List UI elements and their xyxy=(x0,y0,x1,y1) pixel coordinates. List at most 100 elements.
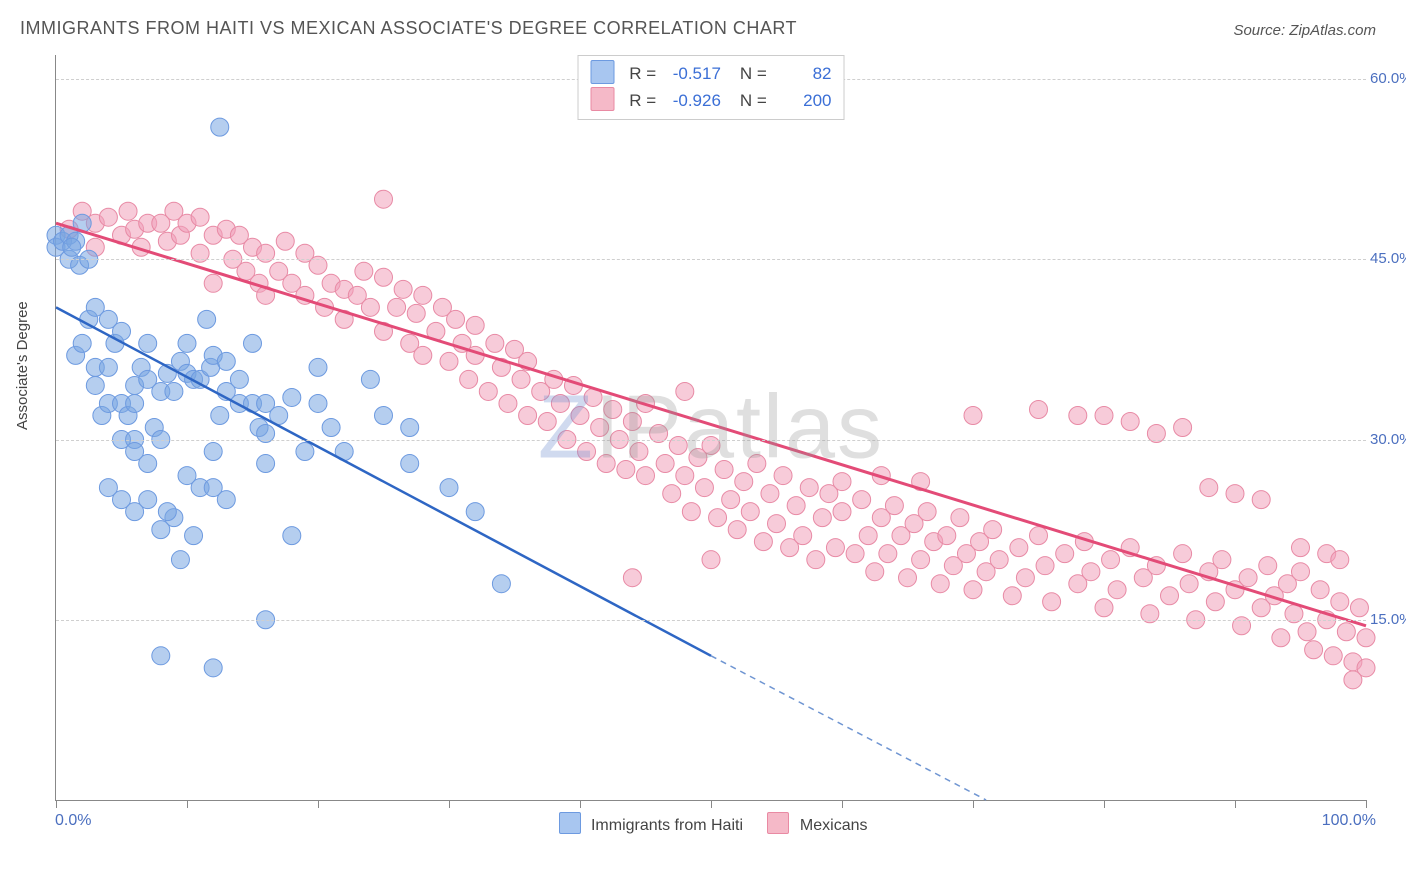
r-label: R = xyxy=(629,64,656,83)
scatter-point xyxy=(165,382,183,400)
n-label: N = xyxy=(740,91,767,110)
scatter-point xyxy=(211,406,229,424)
scatter-point xyxy=(663,485,681,503)
scatter-point xyxy=(1337,623,1355,641)
scatter-point xyxy=(1056,545,1074,563)
scatter-point xyxy=(853,491,871,509)
scatter-point xyxy=(283,388,301,406)
plot-svg xyxy=(56,55,1366,800)
scatter-point xyxy=(375,190,393,208)
scatter-point xyxy=(728,521,746,539)
x-tick xyxy=(449,800,450,808)
scatter-point xyxy=(741,503,759,521)
bottom-swatch-haiti xyxy=(559,812,581,834)
scatter-point xyxy=(709,509,727,527)
scatter-point xyxy=(1311,581,1329,599)
scatter-point xyxy=(623,569,641,587)
scatter-point xyxy=(1292,563,1310,581)
scatter-point xyxy=(414,346,432,364)
scatter-point xyxy=(1030,400,1048,418)
scatter-point xyxy=(204,443,222,461)
scatter-point xyxy=(787,497,805,515)
scatter-point xyxy=(617,461,635,479)
scatter-point xyxy=(1292,539,1310,557)
n-value-haiti: 82 xyxy=(771,62,831,87)
scatter-point xyxy=(139,455,157,473)
scatter-point xyxy=(637,467,655,485)
scatter-point xyxy=(283,527,301,545)
scatter-point xyxy=(1069,406,1087,424)
scatter-point xyxy=(414,286,432,304)
scatter-point xyxy=(990,551,1008,569)
scatter-point xyxy=(885,497,903,515)
x-tick xyxy=(187,800,188,808)
stats-legend: R = -0.517 N = 82 R = -0.926 N = 200 xyxy=(578,55,845,120)
r-value-mexicans: -0.926 xyxy=(661,89,721,114)
legend-swatch-mexicans xyxy=(591,87,615,111)
scatter-point xyxy=(185,527,203,545)
scatter-point xyxy=(1213,551,1231,569)
scatter-point xyxy=(204,659,222,677)
scatter-point xyxy=(846,545,864,563)
scatter-point xyxy=(951,509,969,527)
scatter-point xyxy=(813,509,831,527)
scatter-point xyxy=(1226,485,1244,503)
scatter-point xyxy=(375,406,393,424)
scatter-point xyxy=(1108,581,1126,599)
scatter-point xyxy=(866,563,884,581)
scatter-point xyxy=(912,551,930,569)
scatter-point xyxy=(1036,557,1054,575)
scatter-point xyxy=(152,647,170,665)
scatter-point xyxy=(591,419,609,437)
scatter-point xyxy=(296,443,314,461)
scatter-point xyxy=(86,376,104,394)
x-tick xyxy=(580,800,581,808)
scatter-point xyxy=(859,527,877,545)
scatter-point xyxy=(578,443,596,461)
scatter-point xyxy=(879,545,897,563)
scatter-point xyxy=(754,533,772,551)
scatter-point xyxy=(309,394,327,412)
bottom-legend: Immigrants from Haiti Mexicans xyxy=(0,812,1406,835)
scatter-point xyxy=(800,479,818,497)
scatter-point xyxy=(918,503,936,521)
scatter-point xyxy=(794,527,812,545)
scatter-point xyxy=(198,310,216,328)
scatter-point xyxy=(499,394,517,412)
scatter-point xyxy=(1180,575,1198,593)
scatter-point xyxy=(833,473,851,491)
y-tick-label: 45.0% xyxy=(1370,250,1406,267)
scatter-point xyxy=(1121,412,1139,430)
scatter-point xyxy=(1010,539,1028,557)
scatter-point xyxy=(191,208,209,226)
x-tick xyxy=(56,800,57,808)
scatter-point xyxy=(99,358,117,376)
scatter-point xyxy=(1095,406,1113,424)
x-tick xyxy=(1104,800,1105,808)
scatter-point xyxy=(748,455,766,473)
gridline xyxy=(56,440,1366,441)
scatter-point xyxy=(375,268,393,286)
scatter-point xyxy=(139,334,157,352)
scatter-point xyxy=(139,491,157,509)
scatter-point xyxy=(309,358,327,376)
scatter-point xyxy=(1174,545,1192,563)
series-label-mexicans: Mexicans xyxy=(800,817,868,834)
scatter-point xyxy=(1161,587,1179,605)
scatter-point xyxy=(702,551,720,569)
scatter-point xyxy=(466,503,484,521)
chart-title: IMMIGRANTS FROM HAITI VS MEXICAN ASSOCIA… xyxy=(20,18,797,39)
scatter-point xyxy=(1324,647,1342,665)
scatter-point xyxy=(401,455,419,473)
scatter-point xyxy=(984,521,1002,539)
scatter-point xyxy=(244,334,262,352)
scatter-point xyxy=(355,262,373,280)
scatter-point xyxy=(388,298,406,316)
scatter-point xyxy=(807,551,825,569)
series-label-haiti: Immigrants from Haiti xyxy=(591,817,743,834)
scatter-point xyxy=(931,575,949,593)
scatter-point xyxy=(1095,599,1113,617)
scatter-point xyxy=(1016,569,1034,587)
scatter-point xyxy=(964,406,982,424)
scatter-point xyxy=(538,412,556,430)
